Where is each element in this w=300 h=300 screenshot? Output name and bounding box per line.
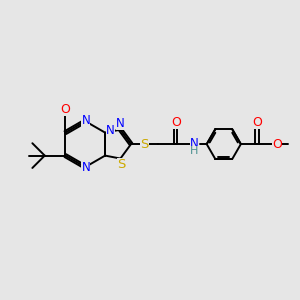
Text: H: H [190,146,198,156]
Text: O: O [60,103,70,116]
Text: S: S [140,138,149,151]
Text: N: N [106,124,115,137]
Text: S: S [117,158,125,171]
Text: O: O [252,116,262,128]
Text: N: N [190,137,198,150]
Text: N: N [81,114,90,127]
Text: N: N [116,117,125,130]
Text: O: O [171,116,181,128]
Text: N: N [81,161,90,174]
Text: O: O [272,138,282,151]
